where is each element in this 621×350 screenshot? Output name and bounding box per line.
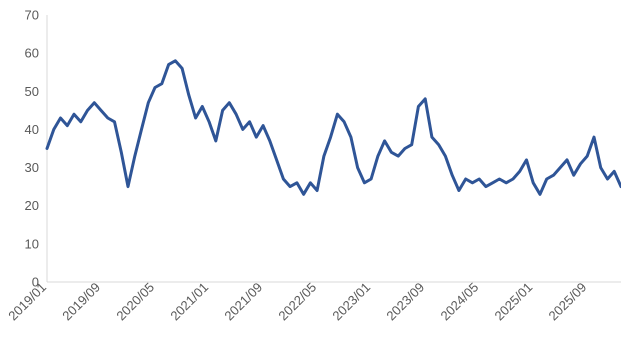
y-tick-label: 0 [32,275,39,290]
x-tick-label: 2021/09 [221,280,265,324]
x-tick-label: 2019/01 [5,280,49,324]
y-tick-label: 60 [25,46,39,61]
x-tick-label: 2023/01 [329,280,373,324]
y-tick-label: 40 [25,122,39,137]
x-tick-label: 2019/09 [59,280,103,324]
series-line [45,59,621,196]
y-axis: 0 10 20 30 40 50 60 70 [25,8,48,290]
x-tick-label: 2021/01 [167,280,211,324]
plot-area [45,59,621,196]
x-tick-label: 2023/09 [383,280,427,324]
x-tick-label: 2025/01 [491,280,535,324]
x-tick-label: 2024/05 [437,280,481,324]
x-tick-label: 2022/05 [275,280,319,324]
y-tick-label: 20 [25,198,39,213]
y-tick-label: 10 [25,236,39,251]
y-tick-label: 30 [25,160,39,175]
y-tick-label: 70 [25,8,39,23]
x-axis: 2019/01 2019/09 2020/05 2021/01 2021/09 2022/… [5,280,621,324]
x-tick-label: 2025/09 [546,280,590,324]
x-tick-label: 2020/05 [113,280,157,324]
y-tick-label: 50 [25,84,39,99]
